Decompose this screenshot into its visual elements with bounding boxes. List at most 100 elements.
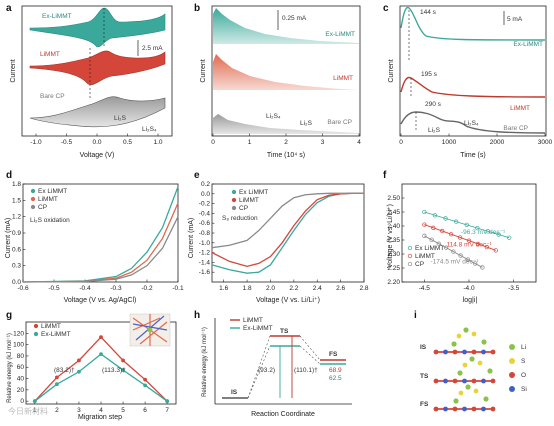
x-tick-label: 3 bbox=[321, 139, 325, 146]
y-tick-label: -0.6 bbox=[199, 220, 211, 227]
substrate-atom bbox=[452, 378, 458, 384]
state-is: IS bbox=[231, 389, 238, 396]
data-point bbox=[466, 238, 472, 243]
data-point bbox=[77, 358, 81, 363]
cv-ex-limmt bbox=[29, 7, 166, 48]
x-tick-label: 4 bbox=[357, 139, 361, 146]
y-tick-label: 2.30 bbox=[387, 251, 400, 258]
legend-label: LiMMT bbox=[38, 196, 58, 203]
substrate-atom bbox=[462, 349, 467, 355]
legend-b-limmt: LiMMT bbox=[333, 75, 353, 82]
ticks-c: 0 1000 2000 3000 bbox=[399, 133, 553, 146]
legend-marker bbox=[231, 197, 237, 203]
legend-i-li: Li bbox=[521, 344, 526, 351]
legend-i-si-dot bbox=[509, 386, 515, 392]
panel-b bbox=[211, 5, 361, 137]
data-point bbox=[121, 358, 125, 363]
data-point bbox=[484, 244, 490, 250]
y-tick-label: 60 bbox=[17, 364, 25, 371]
data-point bbox=[493, 248, 498, 253]
substrate-atom bbox=[433, 378, 439, 384]
legend-marker bbox=[30, 204, 36, 210]
y-tick-label: 0.2 bbox=[201, 181, 210, 188]
annotation-g-1: (83.2)† bbox=[54, 367, 75, 374]
ylabel-f: Voltage (V vs. Li/Li⁺) bbox=[387, 204, 394, 268]
x-tick-label: -0.4 bbox=[79, 285, 91, 292]
row-label-ts: TS bbox=[420, 373, 429, 380]
xlabel-f: log|i| bbox=[463, 297, 478, 304]
legend-marker bbox=[33, 323, 39, 329]
annotation-h-limmt: (110.1)† bbox=[294, 367, 318, 374]
y-tick-label: -1.0 bbox=[199, 240, 211, 247]
data-point bbox=[440, 228, 445, 234]
legend-i-o-dot bbox=[509, 372, 515, 378]
x-tick-label: 3 bbox=[77, 407, 81, 414]
substrate-atom bbox=[471, 406, 477, 412]
panel-label-b: b bbox=[194, 3, 200, 14]
s-atom bbox=[456, 333, 462, 339]
legend-c-cp: Bare CP bbox=[503, 125, 528, 132]
x-tick-label: 1 bbox=[33, 407, 37, 414]
annotation-b-li2s: Li₂S bbox=[300, 120, 313, 127]
scalebar-b-label: 0.25 mA bbox=[282, 15, 307, 22]
li-atom bbox=[483, 396, 489, 402]
y-tick-label: 0.6 bbox=[12, 246, 21, 253]
li-atom bbox=[451, 341, 457, 347]
legend-marker bbox=[407, 245, 413, 251]
annotation-h-fs-ex: 62.5 bbox=[329, 375, 342, 382]
data-point bbox=[54, 382, 59, 387]
annotation-c-li2s: Li₂S bbox=[428, 127, 441, 134]
series-line bbox=[211, 192, 364, 249]
legend-a-limmt: LiMMT bbox=[40, 51, 60, 58]
data-point bbox=[165, 399, 170, 404]
annotation-h-fs-limmt: 68.9 bbox=[329, 367, 342, 374]
panel-label-g: g bbox=[6, 310, 12, 321]
legend-i-s-dot bbox=[509, 358, 515, 364]
data-point bbox=[472, 261, 478, 266]
x-tick-label: -3.5 bbox=[508, 285, 520, 292]
legend-label: CP bbox=[239, 205, 248, 212]
plot-h bbox=[214, 318, 352, 405]
y-tick-label: 80 bbox=[17, 353, 25, 360]
annotation-d: Li₂S oxidation bbox=[30, 217, 70, 224]
x-tick-label: 6 bbox=[143, 407, 147, 414]
li-atom bbox=[469, 356, 475, 362]
annotation-c-144: 144 s bbox=[420, 9, 437, 16]
legend-marker bbox=[33, 331, 39, 337]
li-atom bbox=[457, 370, 463, 376]
y-tick-label: 40 bbox=[17, 376, 25, 383]
data-point bbox=[464, 222, 469, 228]
x-tick-label: 0.0 bbox=[92, 139, 101, 146]
y-tick-label: 2.45 bbox=[387, 209, 400, 216]
x-tick-label: 1000 bbox=[442, 139, 457, 146]
data-point bbox=[454, 219, 459, 224]
y-tick-label: 20 bbox=[17, 387, 25, 394]
slope-label: -174.5 mV dec⁻¹ bbox=[431, 258, 480, 265]
y-tick-label: -0.8 bbox=[199, 230, 211, 237]
y-tick-label: -1.4 bbox=[199, 259, 211, 266]
substrate-atom bbox=[481, 406, 486, 412]
x-tick-label: -0.3 bbox=[110, 285, 122, 292]
legend-a-cp: Bare CP bbox=[40, 93, 65, 100]
fit-line bbox=[424, 235, 483, 268]
x-tick-label: 0.5 bbox=[123, 139, 132, 146]
substrate-atom bbox=[481, 378, 486, 384]
li-atom bbox=[465, 384, 471, 390]
series-line bbox=[211, 192, 364, 267]
legend-label: CP bbox=[415, 261, 424, 268]
substrate-atom bbox=[490, 349, 496, 355]
substrate-atom bbox=[490, 406, 496, 412]
panel-label-f: f bbox=[383, 170, 387, 181]
annotation-b-li2s4: Li₂S₄ bbox=[266, 113, 281, 120]
x-tick-label: 2.8 bbox=[359, 285, 368, 292]
substrate-atom bbox=[452, 406, 458, 412]
slope-label: 114.8 mV dec⁻¹ bbox=[447, 241, 493, 248]
legend-i-li-dot bbox=[509, 344, 515, 350]
data-point bbox=[480, 265, 485, 270]
data-point bbox=[507, 235, 512, 240]
legend-h-limmt: LiMMT bbox=[243, 317, 263, 324]
substrate-atom bbox=[462, 378, 467, 384]
xlabel-b: Time (10⁴ s) bbox=[267, 152, 305, 159]
y-tick-label: 2.50 bbox=[387, 195, 400, 202]
fit-line bbox=[424, 224, 496, 251]
